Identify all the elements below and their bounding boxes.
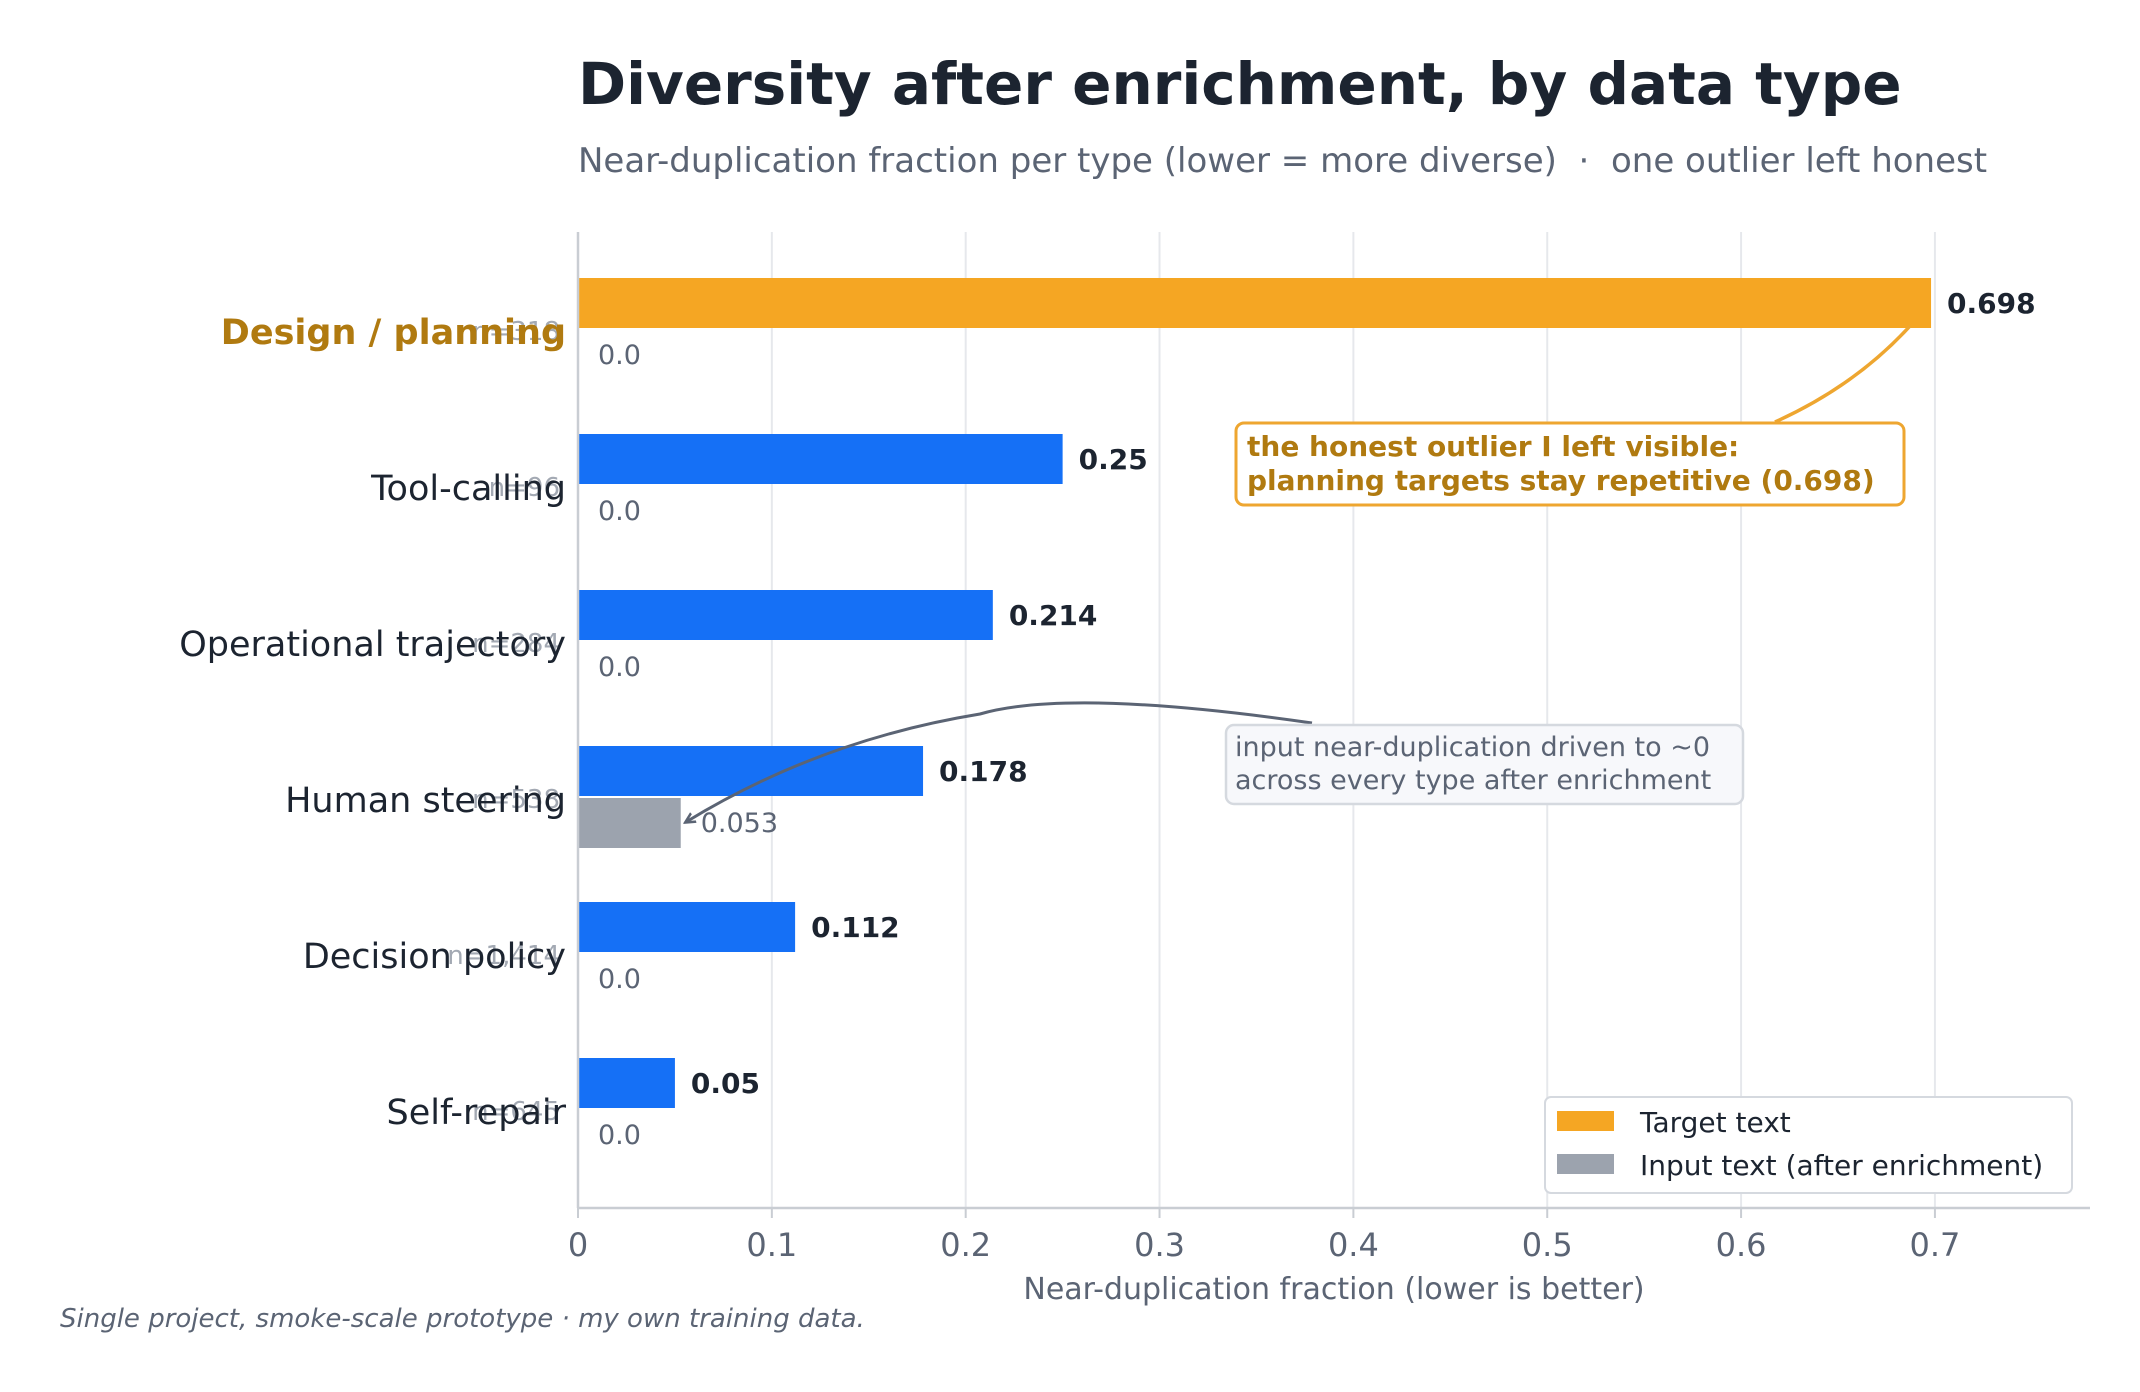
category-label: Design / planning — [221, 313, 566, 353]
x-tick-label: 0.1 — [746, 1226, 797, 1264]
target-bar — [578, 434, 1063, 484]
outlier-callout-line-1: the honest outlier I left visible: — [1247, 430, 1739, 463]
category-label: Decision policy — [303, 937, 566, 977]
sample-size-label: n=645 — [472, 1097, 560, 1127]
sample-size-label: n=1,414 — [447, 941, 560, 971]
sample-size-label: n=538 — [472, 785, 560, 815]
category-label: Tool-calling — [370, 469, 566, 509]
x-tick-label: 0.4 — [1328, 1226, 1379, 1264]
category-label: Operational trajectory — [179, 625, 566, 665]
x-tick-label: 0.5 — [1522, 1226, 1573, 1264]
target-value-label: 0.178 — [939, 755, 1028, 788]
x-tick-label: 0.7 — [1909, 1226, 1960, 1264]
input-callout-line-2: across every type after enrichment — [1235, 765, 1711, 796]
input-callout-box — [1224, 723, 1745, 806]
legend-swatch-input — [1557, 1154, 1614, 1174]
target-value-label: 0.214 — [1009, 599, 1098, 632]
input-value-label: 0.0 — [598, 496, 641, 527]
legend-label-input: Input text (after enrichment) — [1640, 1149, 2043, 1182]
x-tick-label: 0.6 — [1716, 1226, 1767, 1264]
outlier-callout-line-2: planning targets stay repetitive (0.698) — [1247, 464, 1875, 497]
sample-size-label: n=96 — [489, 473, 560, 503]
target-value-label: 0.05 — [691, 1067, 760, 1100]
category-label: Human steering — [285, 781, 566, 821]
axes-group: 0 0.1 0.2 0.3 0.4 0.5 0.6 0.7 Near-duplication f… — [568, 232, 2090, 1307]
input-value-label: 0.0 — [598, 340, 641, 371]
target-value-label: 0.698 — [1947, 287, 2036, 320]
x-tick-label: 0.2 — [940, 1226, 991, 1264]
input-arrow — [686, 701, 1313, 822]
input-value-label: 0.0 — [598, 1120, 641, 1151]
target-value-label: 0.25 — [1079, 443, 1148, 476]
legend-swatch-target — [1557, 1111, 1614, 1131]
target-bar — [578, 278, 1932, 328]
footnote: Single project, smoke-scale prototype · … — [60, 1304, 865, 1334]
input-callout-line-1: input near-duplication driven to ~0 — [1235, 732, 1710, 763]
target-bar — [578, 1058, 675, 1108]
x-tick-label: 0.3 — [1134, 1226, 1185, 1264]
sample-size-label: n=284 — [472, 629, 560, 659]
chart-title: Diversity after enrichment, by data type — [578, 50, 1902, 118]
legend: Target text Input text (after enrichment… — [1544, 1096, 2073, 1194]
outlier-callout-box — [1234, 421, 1906, 507]
input-value-label: 0.0 — [598, 652, 641, 683]
legend-box — [1544, 1096, 2073, 1194]
category-label: Self-repair — [387, 1093, 567, 1133]
target-bar — [578, 746, 924, 796]
input-bar — [578, 798, 681, 848]
x-tick-label: 0 — [568, 1226, 588, 1264]
grid-lines — [770, 232, 1936, 1208]
target-value-label: 0.112 — [811, 911, 900, 944]
target-bar — [578, 902, 796, 952]
sample-size-label: n=318 — [472, 317, 560, 347]
input-value-label: 0.0 — [598, 964, 641, 995]
legend-label-target: Target text — [1639, 1106, 1791, 1139]
x-axis-label: Near-duplication fraction (lower is bett… — [1023, 1272, 1644, 1307]
outlier-connector — [1774, 324, 1912, 424]
input-value-label: 0.053 — [701, 808, 778, 839]
bars-group — [578, 278, 1932, 1108]
target-bar — [578, 590, 993, 640]
chart-subtitle: Near-duplication fraction per type (lowe… — [578, 141, 1987, 181]
